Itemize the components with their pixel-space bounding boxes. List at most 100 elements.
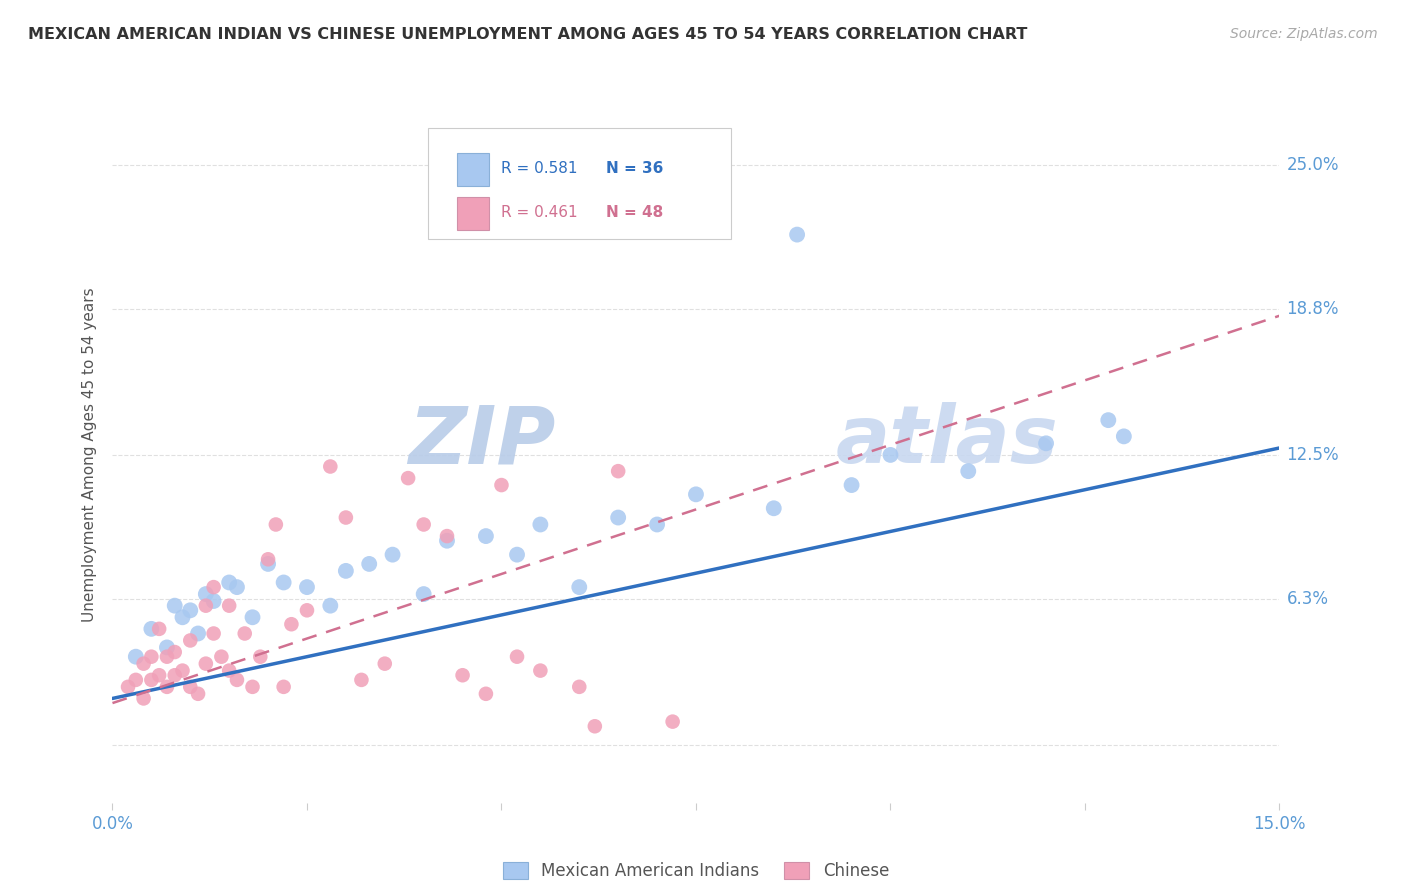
Point bbox=[529, 664, 551, 678]
Point bbox=[187, 626, 209, 640]
Point bbox=[607, 510, 630, 524]
Point bbox=[451, 668, 474, 682]
Bar bbox=[457, 197, 489, 230]
Point bbox=[359, 557, 381, 571]
Point bbox=[786, 227, 808, 242]
Point bbox=[179, 633, 201, 648]
Text: 18.8%: 18.8% bbox=[1286, 300, 1339, 318]
Point bbox=[202, 626, 225, 640]
Point bbox=[226, 673, 249, 687]
Point bbox=[568, 680, 591, 694]
Point bbox=[335, 510, 357, 524]
Point bbox=[506, 649, 529, 664]
Point bbox=[249, 649, 271, 664]
Text: ZIP: ZIP bbox=[409, 402, 555, 480]
Point bbox=[233, 626, 256, 640]
Point bbox=[841, 478, 863, 492]
FancyBboxPatch shape bbox=[427, 128, 731, 239]
Point bbox=[661, 714, 683, 729]
Point bbox=[295, 603, 318, 617]
Point bbox=[607, 464, 630, 478]
Point bbox=[319, 599, 342, 613]
Point bbox=[141, 673, 163, 687]
Point bbox=[762, 501, 785, 516]
Point bbox=[280, 617, 302, 632]
Text: 12.5%: 12.5% bbox=[1286, 446, 1339, 464]
Text: Source: ZipAtlas.com: Source: ZipAtlas.com bbox=[1230, 27, 1378, 41]
Text: MEXICAN AMERICAN INDIAN VS CHINESE UNEMPLOYMENT AMONG AGES 45 TO 54 YEARS CORREL: MEXICAN AMERICAN INDIAN VS CHINESE UNEMP… bbox=[28, 27, 1028, 42]
Point bbox=[226, 580, 249, 594]
Point bbox=[568, 580, 591, 594]
Text: N = 48: N = 48 bbox=[606, 205, 664, 220]
Point bbox=[141, 622, 163, 636]
Point bbox=[273, 680, 295, 694]
Point bbox=[242, 680, 264, 694]
Point bbox=[187, 687, 209, 701]
Point bbox=[412, 517, 434, 532]
Text: 6.3%: 6.3% bbox=[1286, 590, 1329, 607]
Point bbox=[117, 680, 139, 694]
Point bbox=[583, 719, 606, 733]
Point bbox=[163, 599, 186, 613]
Point bbox=[194, 587, 217, 601]
Point bbox=[374, 657, 396, 671]
Point bbox=[194, 657, 217, 671]
Legend: Mexican American Indians, Chinese: Mexican American Indians, Chinese bbox=[498, 856, 894, 885]
Point bbox=[125, 649, 148, 664]
Bar bbox=[457, 153, 489, 186]
Point bbox=[436, 533, 458, 548]
Point bbox=[1097, 413, 1119, 427]
Point bbox=[257, 557, 280, 571]
Text: 25.0%: 25.0% bbox=[1286, 156, 1339, 174]
Point bbox=[264, 517, 287, 532]
Point bbox=[529, 517, 551, 532]
Point bbox=[475, 687, 498, 701]
Point bbox=[194, 599, 217, 613]
Point bbox=[381, 548, 404, 562]
Point bbox=[202, 580, 225, 594]
Y-axis label: Unemployment Among Ages 45 to 54 years: Unemployment Among Ages 45 to 54 years bbox=[82, 287, 97, 623]
Text: atlas: atlas bbox=[837, 402, 1059, 480]
Point bbox=[202, 594, 225, 608]
Point bbox=[156, 640, 179, 655]
Point bbox=[242, 610, 264, 624]
Point bbox=[645, 517, 668, 532]
Point bbox=[319, 459, 342, 474]
Point bbox=[412, 587, 434, 601]
Point bbox=[172, 610, 194, 624]
Point bbox=[148, 622, 170, 636]
Point bbox=[209, 649, 232, 664]
Point bbox=[163, 668, 186, 682]
Point bbox=[957, 464, 980, 478]
Point bbox=[1112, 429, 1135, 443]
Point bbox=[218, 575, 240, 590]
Point bbox=[396, 471, 419, 485]
Point bbox=[163, 645, 186, 659]
Point bbox=[141, 649, 163, 664]
Point bbox=[179, 603, 201, 617]
Point bbox=[506, 548, 529, 562]
Point bbox=[273, 575, 295, 590]
Point bbox=[156, 680, 179, 694]
Point bbox=[179, 680, 201, 694]
Point bbox=[156, 649, 179, 664]
Point bbox=[685, 487, 707, 501]
Text: N = 36: N = 36 bbox=[606, 161, 664, 177]
Point bbox=[1035, 436, 1057, 450]
Point bbox=[475, 529, 498, 543]
Point bbox=[148, 668, 170, 682]
Point bbox=[436, 529, 458, 543]
Point bbox=[491, 478, 513, 492]
Point bbox=[218, 599, 240, 613]
Point bbox=[335, 564, 357, 578]
Point bbox=[218, 664, 240, 678]
Point bbox=[172, 664, 194, 678]
Text: R = 0.461: R = 0.461 bbox=[501, 205, 578, 220]
Point bbox=[132, 691, 155, 706]
Point bbox=[257, 552, 280, 566]
Point bbox=[879, 448, 901, 462]
Point bbox=[350, 673, 373, 687]
Point bbox=[295, 580, 318, 594]
Point bbox=[132, 657, 155, 671]
Text: R = 0.581: R = 0.581 bbox=[501, 161, 578, 177]
